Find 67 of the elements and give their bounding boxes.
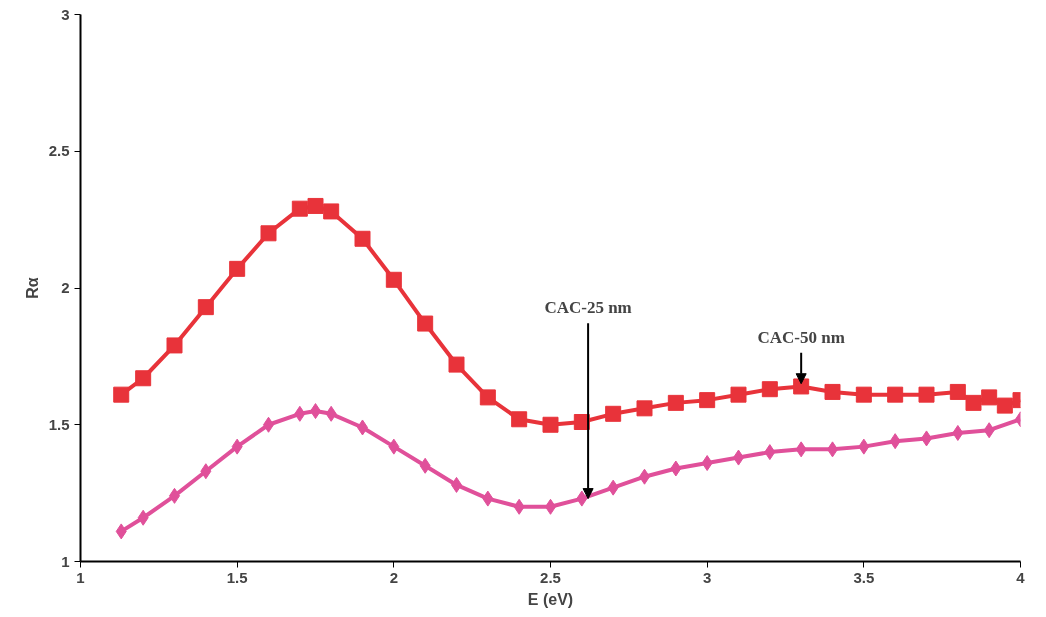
point: [858, 438, 870, 455]
x-axis-title: E (eV): [527, 590, 574, 608]
x-tick-label: 1.5: [226, 568, 248, 586]
point: [699, 392, 716, 409]
y-tick-label: 1.5: [48, 415, 70, 433]
point: [949, 383, 966, 400]
point: [260, 225, 277, 242]
point: [889, 433, 901, 450]
x-tick-label: 2.5: [540, 568, 561, 586]
point: [482, 490, 494, 507]
point: [855, 386, 872, 403]
y-axis-title: Rα: [23, 277, 41, 299]
point: [135, 370, 152, 387]
point: [291, 200, 308, 217]
point: [981, 389, 998, 406]
point: [113, 386, 130, 403]
point: [166, 337, 183, 354]
point: [229, 260, 246, 277]
point: [670, 460, 682, 477]
y-tick-label: 1: [61, 552, 70, 570]
point: [542, 416, 559, 433]
point: [965, 394, 982, 411]
point: [419, 457, 431, 474]
point: [231, 438, 243, 455]
annotation: CAC-50 nm: [757, 327, 845, 347]
point: [793, 378, 810, 395]
point: [479, 389, 496, 406]
point: [667, 394, 684, 411]
point: [511, 411, 528, 428]
point: [200, 463, 212, 480]
point: [294, 405, 306, 422]
x-tick-label: 4: [1016, 568, 1026, 586]
x-tick-label: 1: [76, 568, 85, 586]
point: [605, 405, 622, 422]
point: [323, 203, 340, 220]
point: [137, 509, 149, 526]
point: [764, 444, 776, 461]
point: [952, 424, 964, 441]
point: [761, 381, 778, 398]
point: [918, 386, 935, 403]
point: [354, 230, 371, 247]
point: [307, 197, 324, 214]
point: [115, 523, 127, 540]
point: [448, 356, 465, 373]
x-tick-label: 3.5: [853, 568, 875, 586]
point: [417, 315, 434, 332]
x-tick-label: 3: [703, 568, 712, 586]
point: [824, 383, 841, 400]
point: [388, 438, 400, 455]
point: [325, 405, 337, 422]
y-tick-label: 3: [61, 5, 70, 23]
x-tick-label: 2: [389, 568, 399, 586]
point: [887, 386, 904, 403]
point: [576, 490, 588, 507]
point: [795, 441, 807, 458]
point: [730, 386, 747, 403]
point: [701, 455, 713, 472]
point: [385, 271, 402, 288]
point: [513, 498, 525, 515]
y-tick-label: 2: [61, 279, 70, 296]
y-tick-label: 2.5: [48, 142, 70, 160]
point: [607, 479, 619, 496]
point: [636, 400, 653, 417]
point: [983, 422, 995, 439]
point: [197, 299, 214, 316]
annotation: CAC-25 nm: [544, 298, 632, 318]
point: [996, 397, 1013, 414]
